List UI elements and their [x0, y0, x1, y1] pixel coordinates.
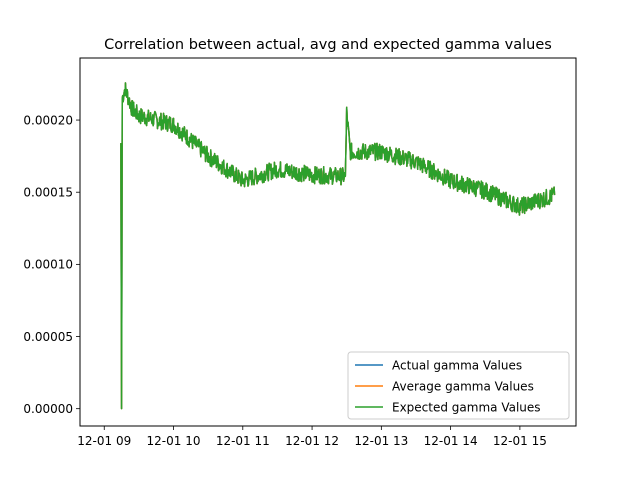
- legend-label: Expected gamma Values: [392, 401, 541, 415]
- y-tick-label: 0.00020: [23, 113, 73, 127]
- y-axis: 0.00000 0.00005 0.00010 0.00015 0.00020: [23, 113, 80, 416]
- x-tick-label: 12-01 14: [424, 434, 478, 448]
- chart-title: Correlation between actual, avg and expe…: [104, 37, 552, 53]
- legend: Actual gamma Values Average gamma Values E…: [347, 351, 570, 420]
- x-tick-label: 12-01 15: [493, 434, 547, 448]
- x-tick-label: 12-01 11: [216, 434, 270, 448]
- series-line-3: [120, 82, 556, 410]
- plot-frame: [79, 57, 577, 427]
- y-tick-label: 0.00015: [23, 186, 73, 200]
- plot-series-group: [120, 82, 556, 410]
- legend-box: [347, 351, 570, 420]
- legend-label: Actual gamma Values: [392, 359, 522, 373]
- x-tick-label: 12-01 13: [354, 434, 408, 448]
- x-tick-label: 12-01 10: [147, 434, 201, 448]
- y-tick-label: 0.00000: [23, 402, 73, 416]
- x-tick-label: 12-01 09: [77, 434, 131, 448]
- legend-label: Average gamma Values: [392, 380, 534, 394]
- x-axis: 12-01 09 12-01 10 12-01 11 12-01 12 12-01 13…: [77, 426, 547, 448]
- y-tick-label: 0.00010: [23, 258, 73, 272]
- y-tick-label: 0.00005: [23, 330, 73, 344]
- x-tick-label: 12-01 12: [285, 434, 339, 448]
